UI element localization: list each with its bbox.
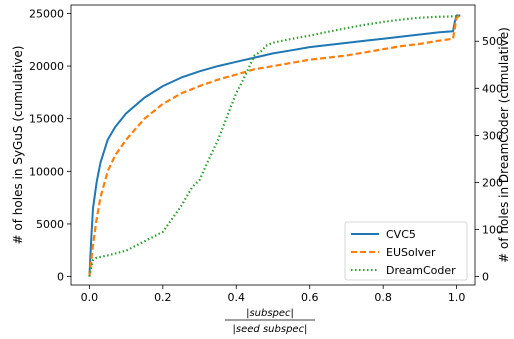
y-right-axis-label: # of holes in DreamCoder (cumulative) [497,27,511,263]
x-tick-label: 0.4 [228,291,246,304]
y-left-tick-label: 15000 [29,113,64,126]
series-line-dreamcoder [88,15,457,277]
legend-label-cvc5: CVC5 [386,228,416,241]
y-right-tick-label: 300 [482,129,503,142]
y-right-tick-label: 500 [482,35,503,48]
legend: CVC5 EUSolver DreamCoder [344,221,468,281]
y-left-tick-label: 10000 [29,165,64,178]
y-right-tick-label: 0 [482,271,489,284]
y-right-axis-ticks: 0 100 200 300 400 500 [475,35,503,284]
legend-box [344,221,468,281]
x-axis-label-denominator: |seed subspec| [233,324,308,335]
x-tick-label: 1.0 [448,291,466,304]
y-left-tick-label: 20000 [29,60,64,73]
x-tick-label: 0.2 [154,291,172,304]
x-tick-label: 0.6 [301,291,319,304]
y-left-axis-label: # of holes in SyGuS (cumulative) [11,46,25,245]
y-left-tick-label: 25000 [29,7,64,20]
x-tick-label: 0.0 [81,291,99,304]
y-right-tick-label: 100 [482,224,503,237]
plot-frame [70,4,476,286]
y-right-tick-label: 200 [482,176,503,189]
series-line-cvc5 [88,14,461,277]
y-left-tick-label: 0 [57,271,64,284]
legend-label-dreamcoder: DreamCoder [386,264,456,277]
legend-label-eusolver: EUSolver [386,246,436,259]
y-right-tick-label: 400 [482,82,503,95]
x-tick-label: 0.8 [374,291,392,304]
y-left-axis-ticks: 0 5000 10000 15000 20000 25000 [29,7,71,284]
plot-series [88,14,461,277]
y-left-tick-label: 5000 [36,218,64,231]
x-axis-label-numerator: |subspec| [246,308,294,319]
x-axis-ticks: 0.0 0.2 0.4 0.6 0.8 1.0 [81,285,466,304]
x-axis-label: |subspec| |seed subspec| [225,308,315,335]
series-line-eusolver [88,14,461,277]
